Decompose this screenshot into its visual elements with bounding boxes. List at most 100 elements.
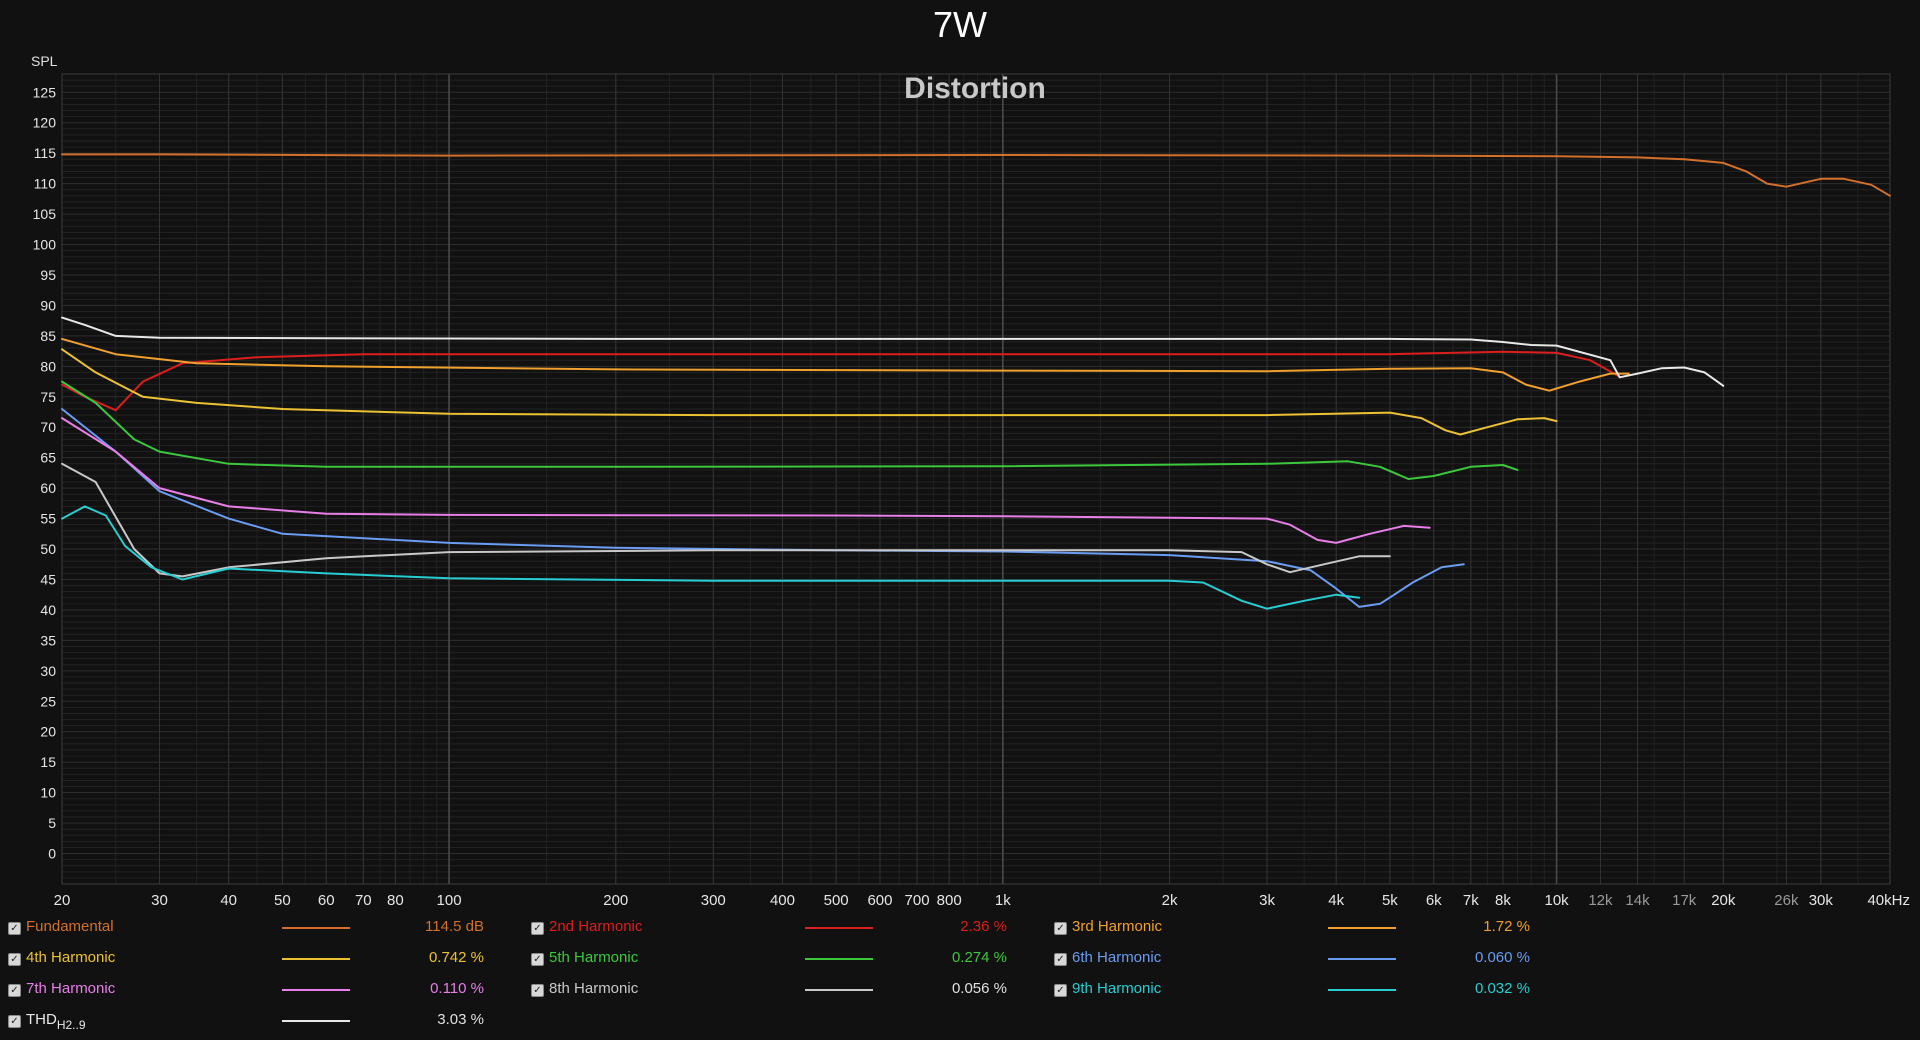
y-tick-label: 15 bbox=[40, 754, 56, 770]
legend: ✓ Fundamental 114.5 dB ✓ 2nd Harmonic 2.36 % ✓… bbox=[0, 912, 1920, 1040]
y-tick-label: 75 bbox=[40, 389, 56, 405]
legend-label: 6th Harmonic bbox=[1072, 949, 1162, 966]
legend-checkbox-7th-harmonic[interactable]: ✓ bbox=[8, 984, 21, 997]
y-tick-label: 65 bbox=[40, 450, 56, 466]
legend-checkbox-thd[interactable]: ✓ bbox=[8, 1015, 21, 1028]
legend-checkbox-4th-harmonic[interactable]: ✓ bbox=[8, 953, 21, 966]
y-tick-label: 0 bbox=[48, 846, 56, 862]
major-grid bbox=[61, 74, 1891, 884]
legend-checkbox-6th-harmonic[interactable]: ✓ bbox=[1054, 953, 1067, 966]
legend-swatch bbox=[1328, 927, 1396, 929]
legend-label: 5th Harmonic bbox=[549, 949, 639, 966]
y-tick-label: 60 bbox=[40, 480, 56, 496]
legend-swatch bbox=[805, 927, 873, 929]
legend-checkbox-fundamental[interactable]: ✓ bbox=[8, 922, 21, 935]
legend-value: 0.110 % bbox=[430, 980, 484, 997]
y-tick-label: 5 bbox=[48, 815, 56, 831]
x-tick-label: 7k bbox=[1463, 892, 1479, 909]
legend-value: 2.36 % bbox=[960, 918, 1007, 935]
legend-value: 1.72 % bbox=[1483, 918, 1530, 935]
legend-swatch bbox=[282, 927, 350, 929]
legend-swatch bbox=[805, 989, 873, 991]
y-axis-label: SPL bbox=[31, 53, 58, 69]
x-tick-label: 8k bbox=[1495, 892, 1511, 909]
y-tick-label: 110 bbox=[34, 176, 57, 192]
series-line-4th-harmonic bbox=[61, 348, 1558, 436]
x-tick-label: 200 bbox=[603, 892, 628, 909]
y-tick-label: 30 bbox=[40, 663, 56, 679]
legend-item-9th-harmonic: ✓ 9th Harmonic 0.032 % bbox=[1046, 974, 1568, 1004]
y-tick-label: 85 bbox=[40, 328, 56, 344]
x-tick-label: 10k bbox=[1545, 892, 1570, 909]
legend-checkbox-2nd-harmonic[interactable]: ✓ bbox=[531, 922, 544, 935]
legend-value: 0.032 % bbox=[1474, 980, 1530, 997]
y-tick-label: 55 bbox=[40, 511, 56, 527]
x-tick-label: 70 bbox=[355, 892, 372, 909]
y-tick-label: 70 bbox=[40, 419, 56, 435]
series-line-3rd-harmonic bbox=[61, 337, 1630, 392]
y-tick-label: 120 bbox=[33, 115, 57, 131]
x-tick-label: 17k bbox=[1672, 892, 1697, 909]
x-tick-label: 12k bbox=[1588, 892, 1613, 909]
legend-checkbox-5th-harmonic[interactable]: ✓ bbox=[531, 953, 544, 966]
x-tick-label: 60 bbox=[318, 892, 335, 909]
series-line-5th-harmonic bbox=[61, 380, 1519, 480]
x-tick-label: 3k bbox=[1259, 892, 1275, 909]
x-tick-label: 4k bbox=[1328, 892, 1344, 909]
legend-swatch bbox=[282, 1020, 350, 1022]
legend-item-3rd-harmonic: ✓ 3rd Harmonic 1.72 % bbox=[1046, 912, 1568, 942]
legend-label: THDH2..9 bbox=[26, 1011, 86, 1032]
legend-checkbox-9th-harmonic[interactable]: ✓ bbox=[1054, 984, 1067, 997]
legend-swatch bbox=[1328, 958, 1396, 960]
y-tick-label: 90 bbox=[40, 297, 56, 313]
legend-value: 114.5 dB bbox=[425, 918, 484, 935]
legend-label: 3rd Harmonic bbox=[1072, 918, 1163, 935]
legend-value: 0.274 % bbox=[951, 949, 1007, 966]
series-line-thd bbox=[61, 316, 1725, 387]
x-axis-ticks: 20 30 40 50 60 70 80 100 200 300 400 500 600 700 800 1k… bbox=[54, 892, 1910, 909]
x-tick-label: 14k bbox=[1625, 892, 1650, 909]
x-tick-label: 26k bbox=[1774, 892, 1799, 909]
x-tick-label: 2k bbox=[1162, 892, 1178, 909]
legend-label: 2nd Harmonic bbox=[549, 918, 643, 935]
legend-item-fundamental: ✓ Fundamental 114.5 dB bbox=[0, 912, 522, 942]
legend-swatch bbox=[805, 958, 873, 960]
legend-swatch bbox=[1328, 989, 1396, 991]
chart-title: Distortion bbox=[904, 72, 1046, 105]
legend-label: 7th Harmonic bbox=[26, 980, 116, 997]
legend-checkbox-8th-harmonic[interactable]: ✓ bbox=[531, 984, 544, 997]
x-tick-label: 700 bbox=[905, 892, 930, 909]
x-tick-label: 500 bbox=[824, 892, 849, 909]
y-tick-label: 25 bbox=[40, 693, 56, 709]
series-line-9th-harmonic bbox=[61, 505, 1361, 610]
x-tick-label: 40 bbox=[220, 892, 237, 909]
legend-label: 4th Harmonic bbox=[26, 949, 116, 966]
legend-item-thd: ✓ THDH2..9 3.03 % bbox=[0, 1005, 522, 1035]
y-tick-label: 40 bbox=[40, 602, 56, 618]
y-tick-label: 125 bbox=[33, 84, 57, 100]
y-tick-label: 115 bbox=[34, 145, 57, 161]
x-tick-label: 400 bbox=[770, 892, 795, 909]
y-tick-label: 80 bbox=[40, 358, 56, 374]
y-tick-label: 95 bbox=[40, 267, 56, 283]
legend-label: 9th Harmonic bbox=[1072, 980, 1162, 997]
y-tick-label: 105 bbox=[33, 206, 57, 222]
distortion-chart: 0 5 10 15 20 25 30 35 40 45 50 55 60 65 70 75 80 85 90 95 10… bbox=[31, 53, 1910, 909]
legend-checkbox-3rd-harmonic[interactable]: ✓ bbox=[1054, 922, 1067, 935]
legend-value: 0.742 % bbox=[428, 949, 484, 966]
plot-border bbox=[61, 73, 1891, 885]
legend-value: 0.060 % bbox=[1474, 949, 1530, 966]
legend-item-8th-harmonic: ✓ 8th Harmonic 0.056 % bbox=[523, 974, 1045, 1004]
x-tick-label: 300 bbox=[701, 892, 726, 909]
legend-label: 8th Harmonic bbox=[549, 980, 639, 997]
series-line-8th-harmonic bbox=[61, 462, 1391, 578]
x-tick-label: 6k bbox=[1426, 892, 1442, 909]
legend-item-2nd-harmonic: ✓ 2nd Harmonic 2.36 % bbox=[523, 912, 1045, 942]
series-line-7th-harmonic bbox=[61, 417, 1431, 544]
series-line-fundamental bbox=[61, 153, 1891, 197]
x-tick-label: 1k bbox=[995, 892, 1011, 909]
legend-value: 3.03 % bbox=[437, 1011, 484, 1028]
x-tick-label: 600 bbox=[867, 892, 892, 909]
series-line-2nd-harmonic bbox=[61, 350, 1621, 412]
legend-item-7th-harmonic: ✓ 7th Harmonic 0.110 % bbox=[0, 974, 522, 1004]
